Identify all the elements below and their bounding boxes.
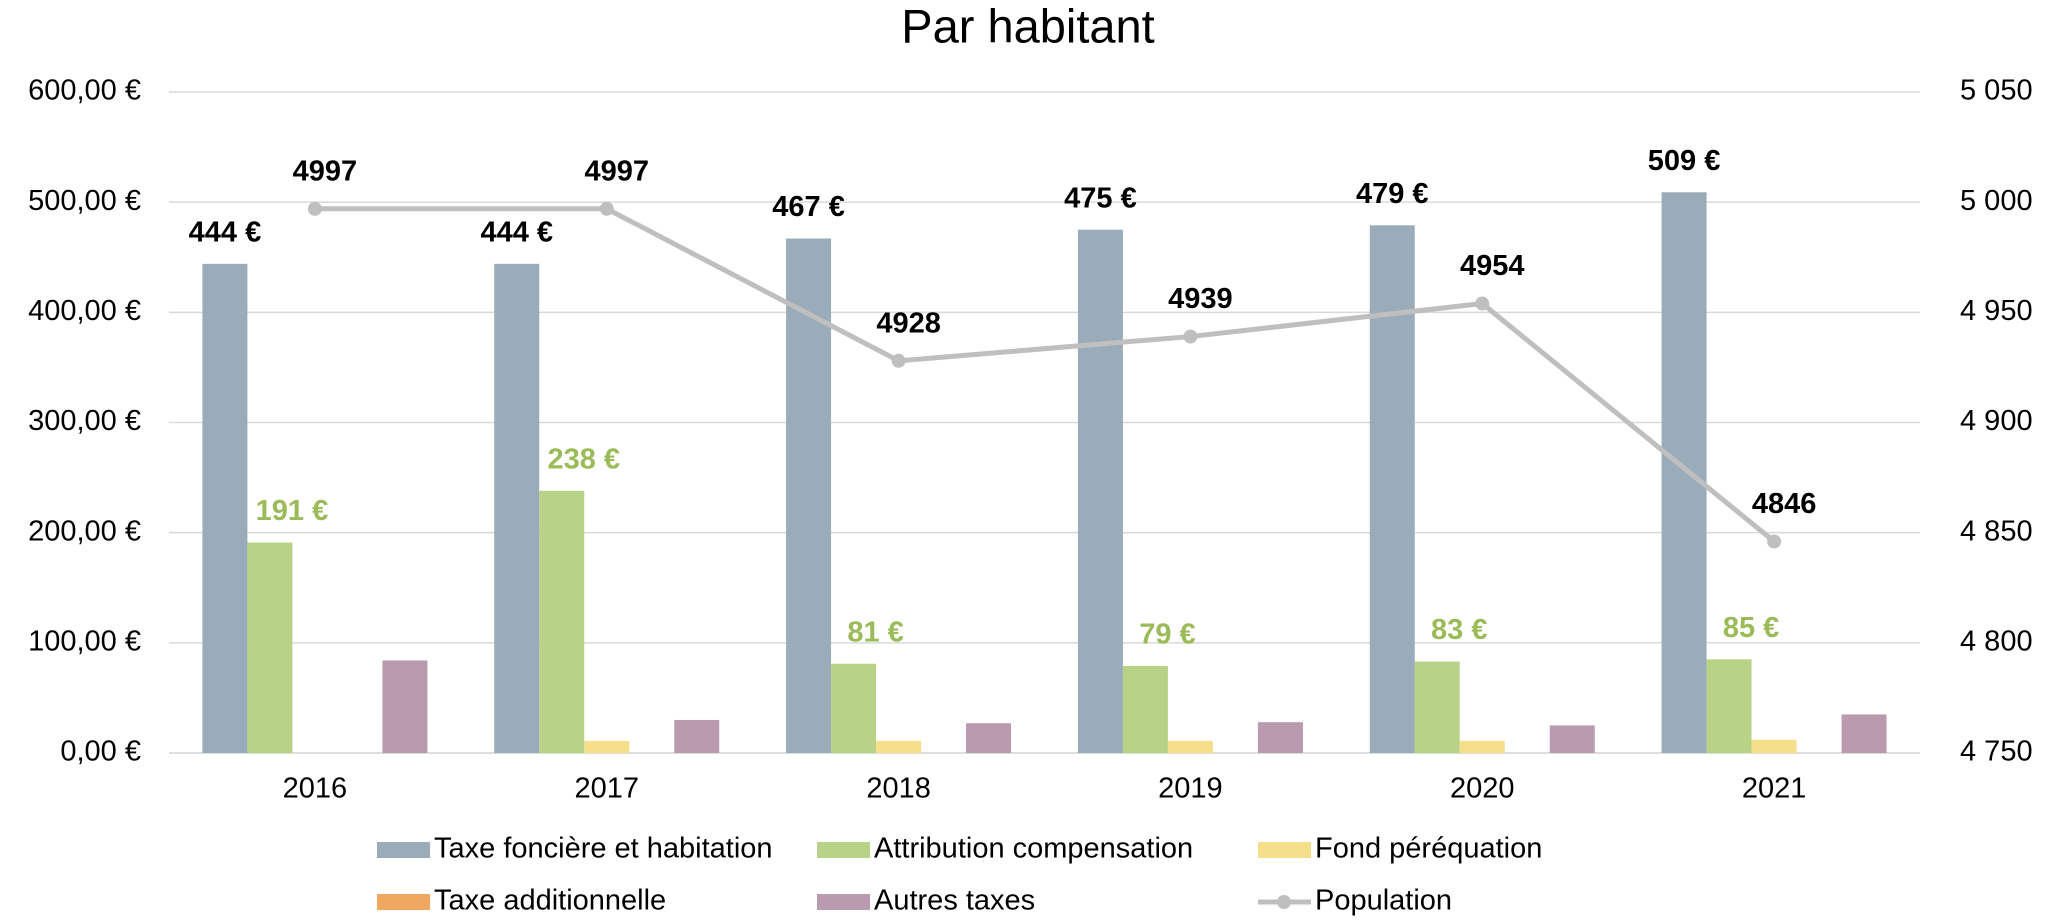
- line-point: [891, 353, 906, 368]
- value-label: 83 €: [1431, 614, 1487, 646]
- bar: [1549, 725, 1595, 753]
- line-point: [1767, 534, 1782, 549]
- line-point: [1475, 296, 1490, 311]
- y-tick-label: 400,00 €: [28, 295, 141, 327]
- bar: [831, 663, 877, 753]
- value-label: 79 €: [1139, 619, 1195, 651]
- line-point: [307, 201, 322, 216]
- bar: [1661, 192, 1707, 754]
- value-label: 85 €: [1723, 612, 1779, 644]
- bar: [382, 660, 428, 753]
- bar: [494, 263, 540, 753]
- legend-label: Autres taxes: [874, 885, 1035, 917]
- bar: [1122, 665, 1168, 753]
- bar: [1414, 661, 1460, 753]
- y2-tick-label: 4 750: [1960, 736, 2033, 768]
- y-tick-label: 100,00 €: [28, 625, 141, 657]
- x-tick-label: 2020: [1450, 773, 1515, 805]
- value-label: 4928: [876, 307, 941, 339]
- value-label: 4939: [1168, 283, 1233, 315]
- value-label: 238 €: [547, 443, 620, 475]
- legend-swatch: [817, 842, 870, 858]
- legend-label: Population: [1315, 885, 1452, 917]
- bar: [1257, 722, 1303, 753]
- bar: [1459, 740, 1505, 753]
- y-tick-label: 600,00 €: [28, 75, 141, 107]
- y-tick-label: 300,00 €: [28, 405, 141, 437]
- bar: [584, 740, 630, 753]
- legend-swatch: [1258, 842, 1311, 858]
- bar: [1077, 229, 1123, 754]
- y2-tick-label: 4 850: [1960, 515, 2033, 547]
- x-tick-label: 2018: [866, 773, 931, 805]
- legend-label: Taxe additionnelle: [434, 885, 666, 917]
- bar: [1841, 714, 1887, 753]
- line: [314, 206, 1776, 544]
- value-label: 4997: [293, 155, 358, 187]
- bar: [876, 740, 922, 753]
- legend-label: Taxe foncière et habitation: [434, 833, 773, 865]
- value-label: 4846: [1752, 488, 1817, 520]
- x-tick-label: 2016: [283, 773, 348, 805]
- value-label: 475 €: [1064, 182, 1137, 214]
- value-label: 509 €: [1648, 145, 1721, 177]
- y2-tick-label: 5 050: [1960, 75, 2033, 107]
- bar: [674, 719, 720, 753]
- value-label: 81 €: [847, 616, 903, 648]
- chart-title: Par habitant: [901, 0, 1154, 52]
- value-label: 479 €: [1356, 178, 1429, 210]
- value-label: 4954: [1460, 250, 1525, 282]
- value-label: 4997: [584, 155, 649, 187]
- y-tick-label: 0,00 €: [60, 736, 141, 768]
- x-tick-label: 2021: [1742, 773, 1807, 805]
- legend-swatch: [377, 894, 430, 910]
- bar: [966, 723, 1012, 753]
- bar: [1751, 739, 1797, 753]
- bar: [247, 542, 293, 753]
- y2-tick-label: 4 900: [1960, 405, 2033, 437]
- line-point: [599, 201, 614, 216]
- legend-swatch: [1277, 895, 1291, 909]
- value-label: 467 €: [772, 191, 845, 223]
- legend-label: Attribution compensation: [874, 833, 1193, 865]
- bar: [539, 490, 585, 753]
- legend-swatch: [377, 842, 430, 858]
- bar: [1706, 659, 1752, 753]
- y-tick-label: 200,00 €: [28, 515, 141, 547]
- bar: [202, 263, 248, 753]
- line-point: [1183, 329, 1198, 344]
- legend-label: Fond péréquation: [1315, 833, 1542, 865]
- x-tick-label: 2019: [1158, 773, 1223, 805]
- bar: [1167, 740, 1213, 753]
- y-tick-label: 500,00 €: [28, 185, 141, 217]
- bar: [1369, 225, 1415, 754]
- y2-tick-label: 4 800: [1960, 625, 2033, 657]
- value-label: 444 €: [480, 217, 553, 249]
- value-label: 191 €: [256, 495, 329, 527]
- legend-swatch: [817, 894, 870, 910]
- y2-tick-label: 5 000: [1960, 185, 2033, 217]
- x-tick-label: 2017: [574, 773, 639, 805]
- value-label: 444 €: [189, 217, 262, 249]
- y2-tick-label: 4 950: [1960, 295, 2033, 327]
